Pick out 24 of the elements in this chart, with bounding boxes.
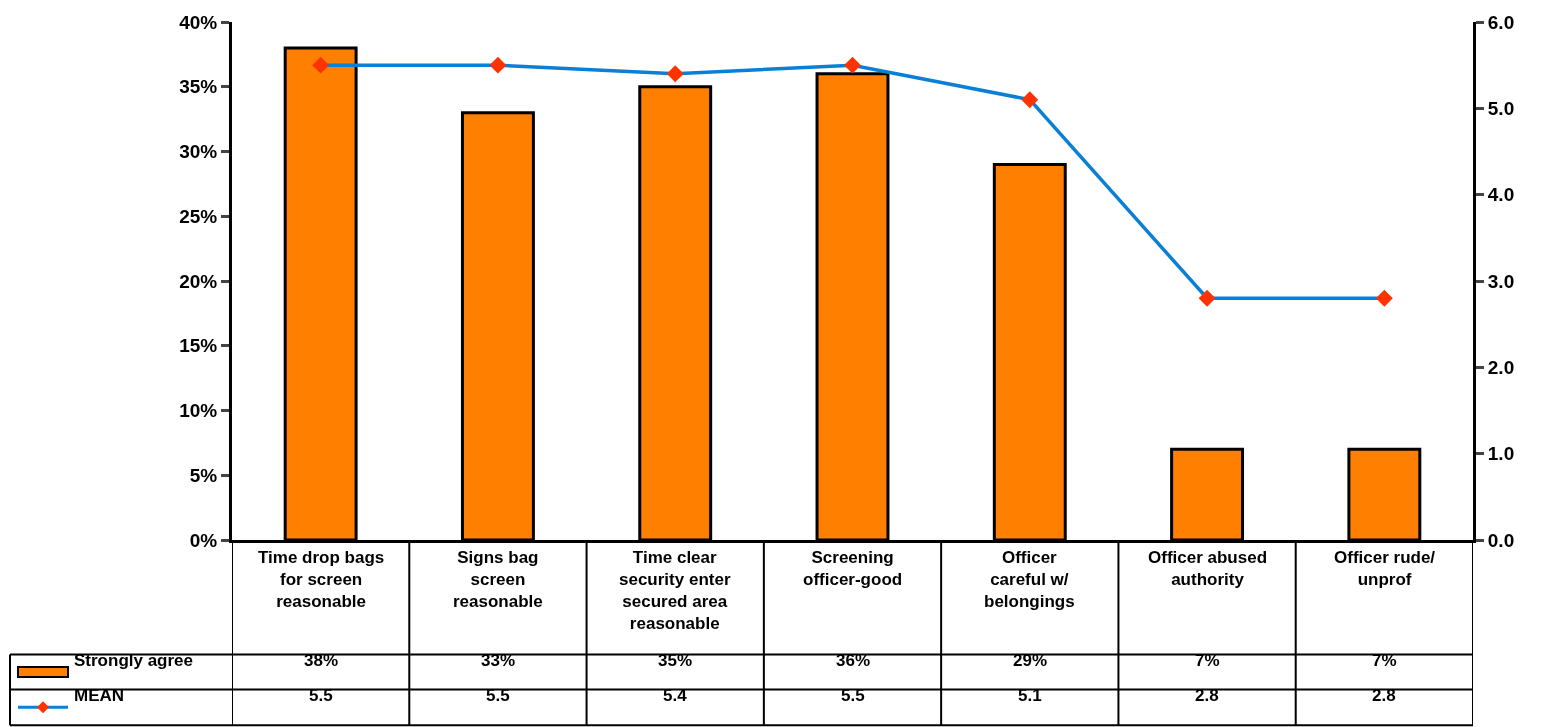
y2-tick-label: 3.0 (1487, 270, 1515, 292)
y-tick-label: 30% (179, 141, 218, 163)
x-tick-label: Signs bag screen reasonable (453, 548, 543, 612)
y2-tick-label: 2.0 (1487, 356, 1515, 378)
y-tick-label: 10% (179, 400, 218, 422)
y-tick-label: 35% (179, 76, 218, 98)
y-tick-label: 40% (179, 11, 218, 33)
x-tick-label: Screening officer-good (803, 548, 903, 590)
y-tick-label: 15% (179, 335, 218, 357)
y2-tick-label: 0.0 (1487, 529, 1515, 551)
x-tick-label: Time drop bags for screen reasonable (258, 548, 385, 612)
y2-tick-label: 6.0 (1487, 11, 1515, 33)
y-tick-label: 0% (189, 529, 218, 551)
x-tick-label: Officer careful w/ belongings (984, 548, 1075, 612)
y2-tick-label: 1.0 (1487, 443, 1515, 465)
legend-label: Strongly agree (74, 651, 194, 670)
y2-tick-label: 5.0 (1487, 97, 1515, 119)
x-tick-label: Officer abused authority (1148, 548, 1268, 590)
y-tick-label: 5% (189, 464, 218, 486)
x-tick-label: Officer rude/ unprof (1334, 548, 1436, 590)
y-tick-label: 25% (179, 205, 218, 227)
y-tick-label: 20% (179, 270, 218, 292)
x-tick-label: Time clear security enter secured area reasonable (619, 548, 731, 634)
y2-tick-label: 4.0 (1487, 184, 1515, 206)
